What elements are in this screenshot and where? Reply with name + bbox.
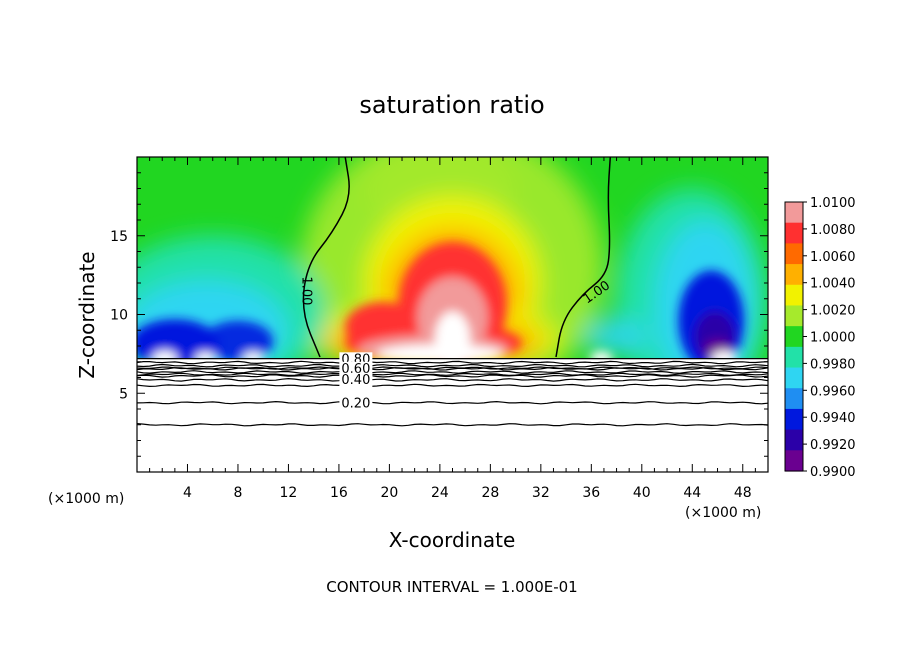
contour-line-0-1 (137, 423, 768, 427)
x-tick-label: 28 (481, 485, 499, 501)
contour-line-0-6 (137, 372, 768, 377)
field-surface-bump-1 (195, 352, 216, 359)
colorbar-swatch (785, 284, 803, 307)
y-tick-label: 10 (110, 308, 128, 324)
x-tick-label: 24 (431, 485, 449, 501)
colorbar-swatch (785, 450, 803, 472)
contour-label-bg (339, 372, 373, 388)
x-axis-ticks: 4 8 12 16 20 24 28 32 36 40 44 48 (149, 157, 756, 501)
chart-title: saturation ratio (359, 91, 544, 119)
x-tick-label: 44 (683, 485, 701, 501)
field-surface-bump-0 (152, 350, 178, 359)
colorbar-tick-label: 1.0060 (810, 250, 856, 265)
colorbar-swatch (785, 367, 803, 389)
colorbar-tick-label: 1.0040 (810, 277, 856, 292)
contour-line-stack-0 (137, 360, 768, 365)
x-axis-title: X-coordinate (389, 528, 516, 552)
contour-line-0-2 (137, 400, 768, 405)
contour-line-stack-5 (137, 377, 768, 382)
contour-1-00-left (302, 156, 350, 358)
y-tick-label: 15 (110, 229, 128, 245)
x-tick-label: 36 (582, 485, 600, 501)
y-axis-ticks: 5 10 15 (110, 172, 768, 457)
field-blue-mid (585, 317, 649, 356)
colorbar-tick-label: 0.9940 (810, 411, 856, 426)
field-surface-bump-2 (243, 352, 264, 359)
colorbar-swatch (785, 408, 803, 431)
colorbar: 1.0100 1.0080 1.0060 1.0040 1.0020 1.0000 0.99… (784, 196, 856, 480)
x-tick-label: 16 (330, 485, 348, 501)
colorbar-swatch (785, 429, 803, 451)
colorbar-tick-label: 0.9980 (810, 357, 856, 372)
colorbar-swatch (785, 346, 803, 369)
contour-line-stack-3 (137, 370, 768, 374)
x-unit-right: (×1000 m) (685, 505, 761, 521)
x-unit-left: (×1000 m) (48, 491, 124, 507)
contour-label-left: 1.00 (298, 276, 313, 305)
contour-interval-label: CONTOUR INTERVAL = 1.000E-01 (326, 578, 577, 596)
contour-line-0-8 (137, 366, 768, 370)
colorbar-swatch (785, 326, 803, 348)
colorbar-swatch (785, 388, 803, 410)
colorbar-tick-label: 1.0020 (810, 304, 856, 319)
colorbar-swatch (785, 243, 803, 265)
lower-contours (137, 358, 768, 427)
colorbar-tick-label: 0.9960 (810, 384, 856, 399)
field-darkblue-left (137, 319, 220, 359)
x-tick-label: 40 (633, 485, 651, 501)
x-tick-label: 48 (734, 485, 752, 501)
y-tick-label: 5 (119, 386, 128, 402)
contour-line-stack-4 (137, 374, 768, 378)
field-darkblue-left2 (202, 320, 274, 359)
colorbar-tick-label: 1.0000 (810, 331, 856, 346)
field-surface-bump-3 (590, 351, 613, 359)
y-axis-title: Z-coordinate (75, 251, 99, 378)
colorbar-tick-label: 1.0080 (810, 223, 856, 238)
contour-label-040: 0.40 (341, 373, 370, 388)
colorbar-swatch (785, 305, 803, 327)
colorbar-swatch (785, 222, 803, 244)
x-tick-label: 20 (380, 485, 398, 501)
colorbar-swatch (785, 264, 803, 286)
contour-1-00-right (555, 156, 612, 358)
colorbar-tick-label: 0.9900 (810, 465, 856, 480)
colorbar-swatch (785, 202, 803, 224)
colorbar-tick-label: 0.9920 (810, 438, 856, 453)
saturation-field (137, 157, 768, 359)
contour-line-0-4 (137, 383, 768, 388)
field-surface-bump-4 (711, 350, 737, 359)
contour-line-stack-1 (137, 363, 768, 368)
x-tick-label: 12 (280, 485, 298, 501)
field-white-base (376, 344, 503, 359)
contour-label-bg (339, 396, 373, 412)
contour-label-020: 0.20 (341, 396, 370, 411)
x-tick-label: 8 (233, 485, 242, 501)
x-tick-label: 4 (183, 485, 192, 501)
x-tick-label: 32 (532, 485, 550, 501)
colorbar-tick-label: 1.0100 (810, 196, 856, 211)
